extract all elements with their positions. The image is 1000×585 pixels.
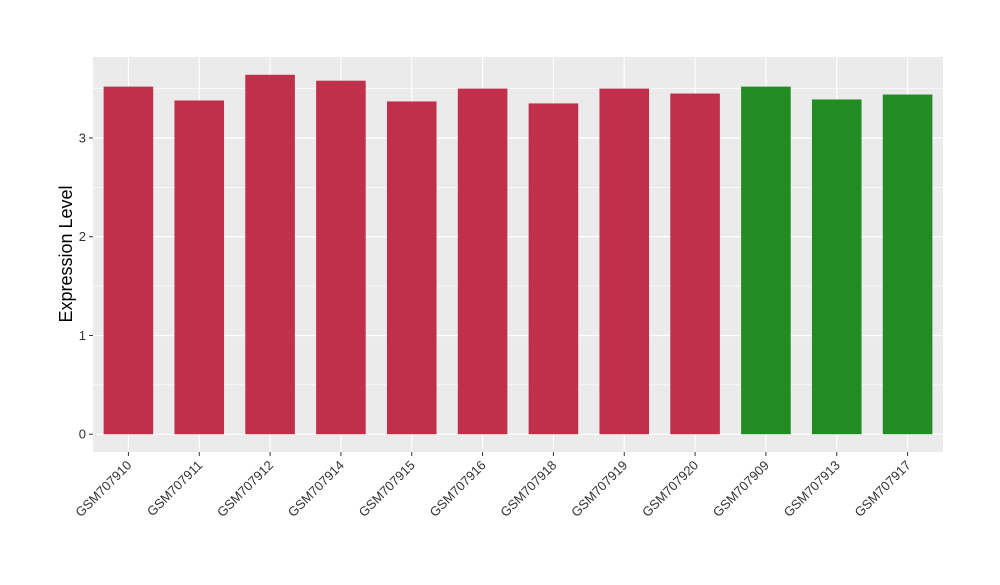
y-axis-title: Expression Level [56,185,76,322]
bar-GSM707913 [811,99,862,435]
x-tick-label: GSM707920 [639,458,701,520]
plot-panel [93,57,943,452]
y-axis: 0 1 2 3 [79,130,93,442]
bar-GSM707918 [528,103,579,435]
y-tick-label: 1 [79,328,86,343]
y-tick-label: 2 [79,229,86,244]
x-tick-label: GSM707912 [214,458,276,520]
x-tick-label: GSM707917 [851,458,913,520]
x-tick-label: GSM707918 [497,458,559,520]
x-tick-label: GSM707910 [72,458,134,520]
x-axis: GSM707910 GSM707911 GSM707912 GSM707914 GSM7… [72,452,914,520]
bar-GSM707909 [741,86,791,435]
x-tick-label: GSM707914 [285,458,347,520]
x-tick-label: GSM707913 [781,458,843,520]
y-tick-label: 3 [79,130,86,145]
bars [103,74,933,435]
x-tick-label: GSM707911 [144,458,206,520]
x-tick-label: GSM707915 [356,458,418,520]
bar-GSM707919 [599,88,650,435]
bar-GSM707917 [882,94,933,435]
bar-GSM707912 [245,74,295,435]
bar-GSM707915 [386,101,437,435]
bar-GSM707920 [670,93,720,435]
bar-GSM707916 [457,88,508,435]
y-tick-label: 0 [79,427,86,442]
bar-GSM707911 [174,100,225,435]
x-tick-label: GSM707916 [426,458,488,520]
x-tick-label: GSM707919 [568,458,630,520]
x-tick-label: GSM707909 [710,458,772,520]
bar-GSM707910 [103,86,154,435]
bar-GSM707914 [316,80,366,435]
